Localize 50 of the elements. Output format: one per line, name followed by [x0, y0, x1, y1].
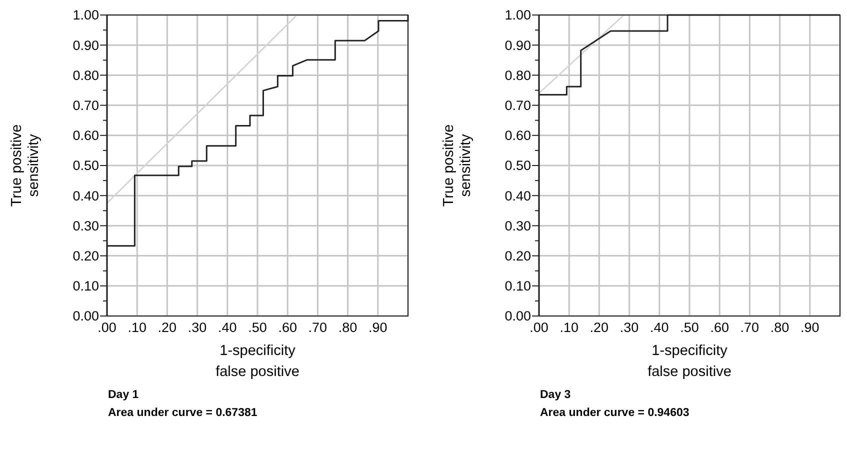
- x-tick-label: .10: [128, 320, 146, 335]
- text: Day 3: [540, 389, 571, 401]
- x-tick-label: .60: [278, 320, 297, 335]
- x-tick-label: .00: [530, 320, 548, 335]
- y-tick-label: 0.60: [72, 128, 99, 144]
- y-tick-label: 0.40: [72, 188, 99, 204]
- x-tick-label: .30: [188, 320, 207, 335]
- y-tick-label: 0.60: [504, 128, 531, 144]
- y-tick-label: 0.40: [504, 188, 531, 204]
- y-tick-label: 1.00: [72, 8, 99, 23]
- x-tick-label: .60: [710, 320, 729, 335]
- y-tick-label: 0.80: [504, 68, 531, 83]
- x-axis-title: 1-specificity false positive: [648, 343, 732, 380]
- x-tick-label: .70: [308, 320, 328, 335]
- x-tick-label: .40: [218, 320, 237, 335]
- x-tick-label: .20: [590, 320, 609, 335]
- y-tick-label: 0.00: [504, 308, 531, 324]
- y-axis-title: True positive sensitivity: [9, 124, 42, 207]
- y-tick-label: 0.90: [504, 38, 531, 53]
- y-tick-label: 0.70: [72, 98, 99, 114]
- y-tick-label: 0.30: [504, 218, 531, 234]
- x-tick-label: .10: [560, 320, 578, 335]
- x-tick-label: .70: [740, 320, 760, 335]
- x-tick-label: .80: [770, 320, 790, 335]
- x-tick-label: .90: [368, 320, 388, 335]
- x-tick-label: .50: [680, 320, 699, 335]
- x-tick-label: .40: [650, 320, 669, 335]
- y-tick-label: 0.70: [504, 98, 531, 114]
- y-axis-title: True positive sensitivity: [441, 124, 474, 207]
- y-tick-label: 0.20: [72, 248, 99, 264]
- y-tick-label: 0.80: [72, 68, 99, 83]
- x-tick-label: .80: [338, 320, 358, 335]
- x-tick-label: .00: [98, 320, 116, 335]
- text: Day 1: [108, 389, 140, 401]
- text: Area under curve = 0.94603: [540, 407, 690, 419]
- y-tick-label: 0.30: [72, 218, 99, 234]
- text: Area under curve = 0.67381: [108, 407, 258, 419]
- x-tick-label: .90: [800, 320, 820, 335]
- y-tick-label: 1.00: [504, 8, 531, 23]
- y-tick-label: 0.00: [72, 308, 99, 324]
- x-tick-label: .50: [248, 320, 267, 335]
- y-tick-label: 0.20: [504, 248, 531, 264]
- y-tick-label: 0.50: [504, 158, 531, 174]
- y-tick-label: 0.10: [72, 278, 99, 294]
- x-tick-label: .20: [158, 320, 177, 335]
- y-tick-label: 0.10: [504, 278, 531, 294]
- y-tick-label: 0.50: [72, 158, 99, 174]
- x-axis-title: 1-specificity false positive: [216, 343, 300, 380]
- x-tick-label: .30: [620, 320, 639, 335]
- y-tick-label: 0.90: [72, 38, 99, 53]
